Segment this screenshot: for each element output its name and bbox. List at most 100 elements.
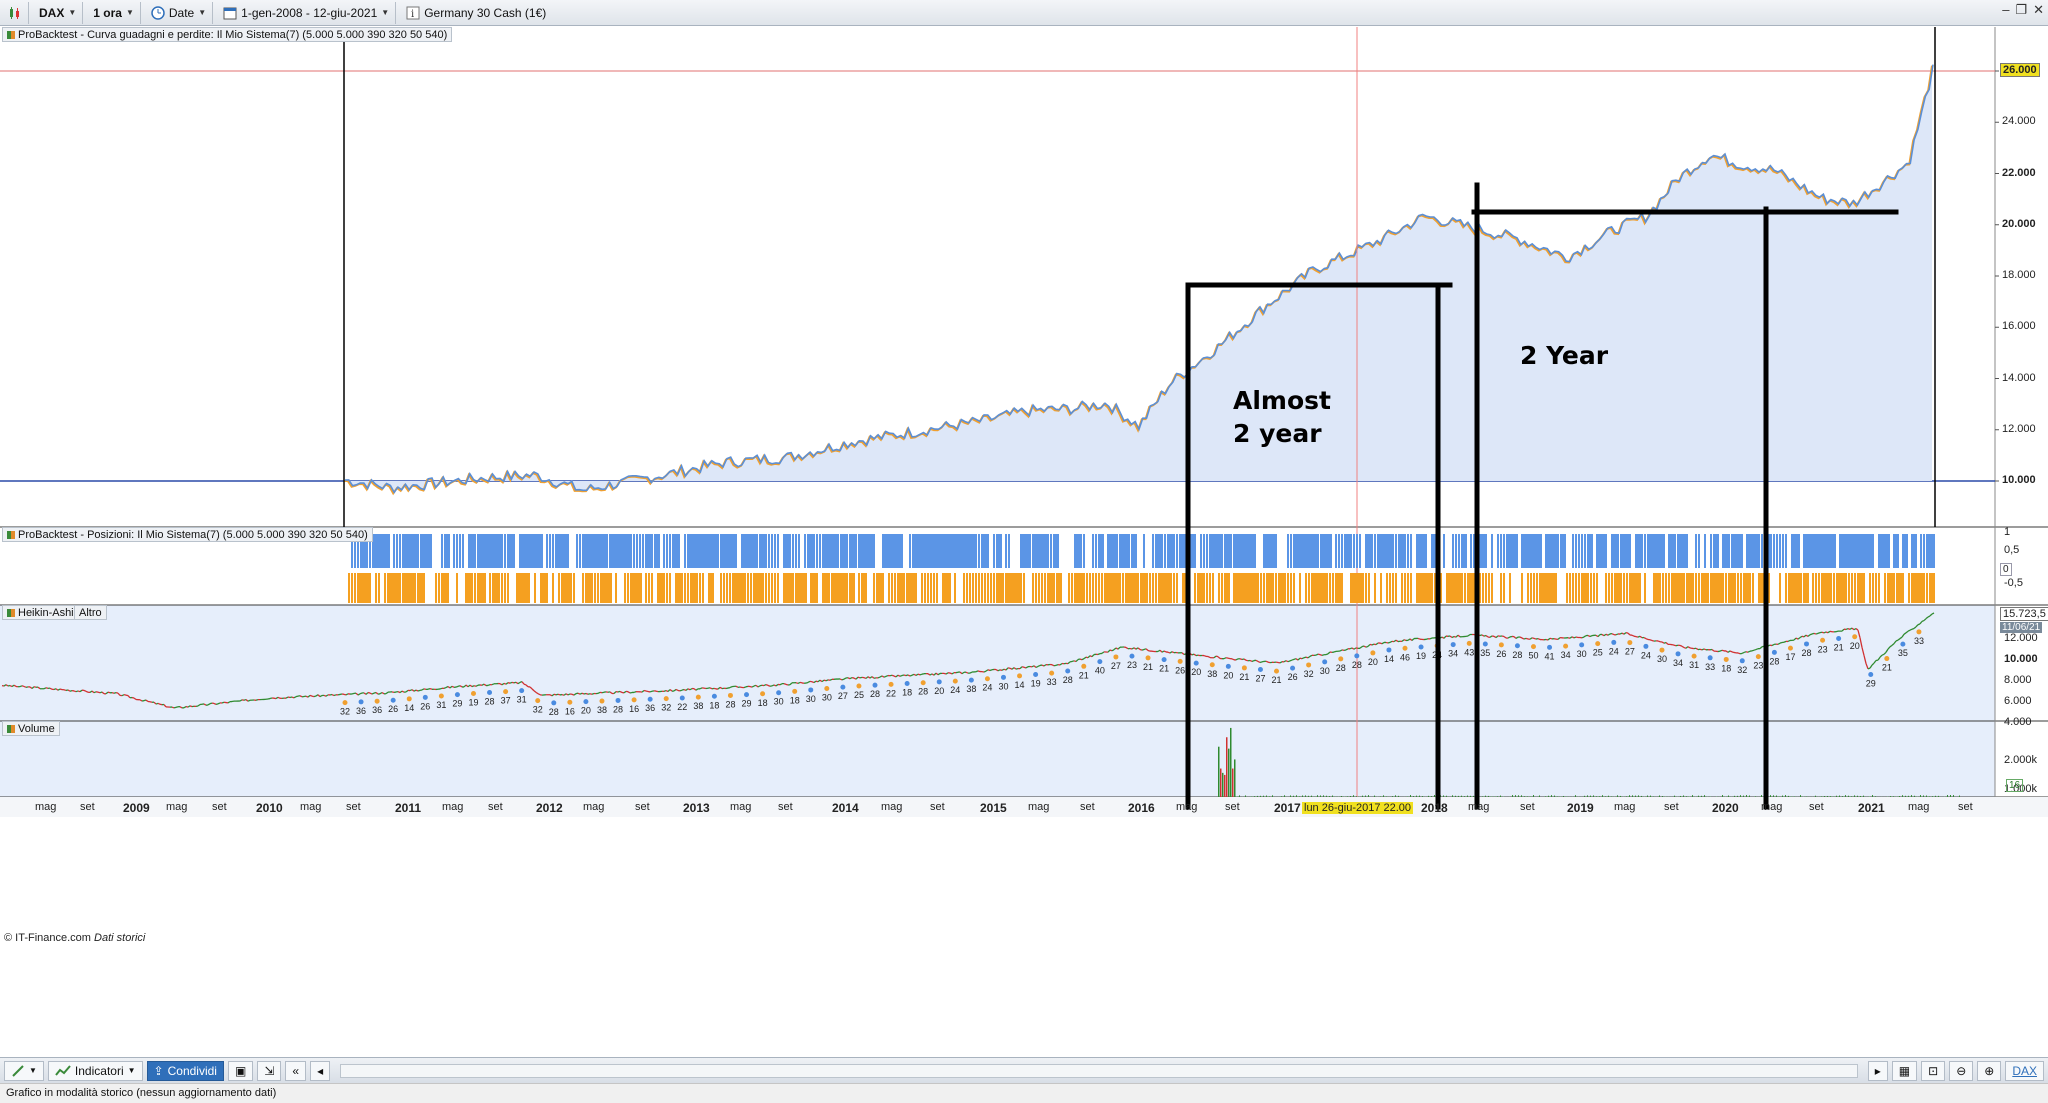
short-position-bar bbox=[1548, 573, 1550, 603]
layout-button[interactable]: ▦ bbox=[1891, 1060, 1918, 1081]
zoom-fit-button[interactable]: ⊡ bbox=[1921, 1060, 1946, 1081]
long-position-bar bbox=[441, 534, 443, 568]
short-position-bar bbox=[1257, 573, 1259, 603]
short-position-bar bbox=[699, 573, 701, 603]
heikin-more-button[interactable]: Altro bbox=[74, 605, 107, 620]
heikin-candle bbox=[1135, 647, 1139, 650]
dax-link-text: DAX bbox=[2012, 1063, 2037, 1078]
volume-bar bbox=[1302, 795, 1303, 797]
volume-bar bbox=[1851, 796, 1852, 797]
close-icon[interactable]: ✕ bbox=[2033, 2, 2044, 17]
heikin-candle bbox=[1351, 647, 1355, 650]
heikin-candle bbox=[311, 695, 315, 698]
heikin-candle bbox=[1549, 637, 1553, 640]
minimize-icon[interactable]: ‒ bbox=[2002, 2, 2010, 17]
short-position-bar bbox=[1584, 573, 1586, 603]
dax-link[interactable]: DAX bbox=[2005, 1060, 2044, 1081]
trade-count-label: 16 bbox=[565, 706, 575, 716]
drawing-tools-button[interactable]: ▼ bbox=[4, 1060, 44, 1081]
date-mode-selector[interactable]: Date ▼ bbox=[145, 1, 214, 24]
long-position-bar bbox=[846, 534, 848, 568]
heikin-candle bbox=[31, 686, 35, 690]
date-mode-label: Date bbox=[168, 5, 195, 20]
heikin-candle bbox=[319, 694, 323, 698]
indicators-button[interactable]: Indicatori ▼ bbox=[47, 1060, 143, 1081]
long-position-bar bbox=[1731, 534, 1737, 568]
trade-count-label: 19 bbox=[1031, 679, 1041, 689]
heikin-candle bbox=[571, 693, 575, 696]
heikin-candle bbox=[859, 676, 863, 679]
long-position-bar bbox=[768, 534, 770, 568]
volume-bar bbox=[1674, 795, 1675, 797]
short-position-bar bbox=[702, 573, 704, 603]
long-position-bar bbox=[1584, 534, 1586, 568]
short-position-bar bbox=[375, 573, 377, 603]
heikin-candle bbox=[1425, 638, 1429, 640]
instrument-info[interactable]: i Germany 30 Cash (1€) bbox=[400, 2, 552, 24]
short-position-bar bbox=[369, 573, 371, 603]
trade-count-label: 30 bbox=[806, 694, 816, 704]
trade-count-label: 24 bbox=[1641, 650, 1651, 660]
scroll-left-button[interactable]: ◂ bbox=[310, 1060, 331, 1081]
trade-marker bbox=[374, 698, 380, 704]
zoom-in-button[interactable]: ⊕ bbox=[1977, 1060, 2002, 1081]
time-axis-label: mag bbox=[300, 801, 322, 813]
long-position-bar bbox=[363, 534, 365, 568]
trade-marker bbox=[695, 694, 701, 700]
short-position-bar bbox=[597, 573, 599, 603]
chart-area[interactable]: 32 36 36 26 14 26 31 29 19 28 37 31 32 28 16 20 38 28 16 36… bbox=[0, 27, 2048, 1067]
heikin-candle bbox=[1141, 648, 1145, 651]
scroll-start-button[interactable]: « bbox=[285, 1060, 307, 1081]
long-position-bar bbox=[1464, 534, 1466, 568]
chevron-right-icon: ▸ bbox=[1874, 1063, 1881, 1078]
instrument-selector[interactable]: DAX ▼ bbox=[33, 1, 84, 24]
heikin-candle bbox=[997, 669, 1001, 672]
volume-bar bbox=[1284, 795, 1285, 797]
screenshot-button[interactable]: ▣ bbox=[227, 1060, 254, 1081]
short-position-bar bbox=[438, 573, 440, 603]
volume-bar bbox=[1647, 795, 1648, 797]
equity-panel-title[interactable]: ProBacktest - Curva guadagni e perdite: … bbox=[2, 27, 453, 42]
heikin-candle bbox=[1567, 637, 1571, 639]
trade-count-label: 35 bbox=[1480, 648, 1490, 658]
scroll-right-button[interactable]: ▸ bbox=[1867, 1060, 1888, 1081]
heikin-candle bbox=[473, 685, 477, 687]
trade-marker bbox=[679, 695, 685, 701]
heikin-candle bbox=[173, 706, 177, 709]
positions-panel-title[interactable]: ProBacktest - Posizioni: Il Mio Sistema(… bbox=[2, 527, 373, 542]
heikin-candle bbox=[1807, 634, 1811, 637]
trade-count-label: 46 bbox=[1400, 652, 1410, 662]
short-position-bar bbox=[528, 573, 530, 603]
short-position-bar bbox=[1176, 573, 1178, 603]
export-button[interactable]: ⇲ bbox=[257, 1060, 282, 1081]
heikin-panel-title[interactable]: Heikin-Ashi bbox=[2, 605, 79, 620]
restore-icon[interactable]: ❐ bbox=[2015, 2, 2028, 17]
heikin-candle bbox=[443, 686, 447, 690]
timeframe-selector[interactable]: 1 ora ▼ bbox=[87, 1, 141, 24]
trade-marker bbox=[1161, 657, 1167, 663]
time-scrollbar[interactable] bbox=[340, 1063, 1858, 1078]
volume-bar bbox=[1228, 748, 1230, 797]
heikin-candle bbox=[927, 673, 931, 676]
long-position-bar bbox=[1041, 534, 1047, 568]
heikin-candle bbox=[1315, 653, 1319, 656]
indicators-label: Indicatori bbox=[74, 1063, 124, 1078]
long-position-bar bbox=[1455, 534, 1457, 568]
zoom-out-button[interactable]: ⊖ bbox=[1949, 1060, 1974, 1081]
chart-type-selector[interactable] bbox=[2, 1, 29, 24]
annotation-left-line2: 2 year bbox=[1233, 419, 1322, 448]
long-position-bar bbox=[1509, 534, 1511, 568]
date-range-label: 1-gen-2008 - 12-giu-2021 bbox=[241, 5, 378, 20]
short-position-bar bbox=[1305, 573, 1307, 603]
date-range-selector[interactable]: 1-gen-2008 - 12-giu-2021 ▼ bbox=[217, 1, 397, 24]
short-position-bar bbox=[1050, 573, 1052, 603]
trade-marker bbox=[1113, 654, 1119, 660]
share-button[interactable]: ⇪ Condividi bbox=[146, 1060, 224, 1081]
trade-count-label: 21 bbox=[1143, 662, 1153, 672]
time-axis-label: set bbox=[635, 801, 650, 813]
volume-panel-title[interactable]: Volume bbox=[2, 721, 60, 736]
heikin-candle bbox=[391, 691, 395, 693]
long-position-bar bbox=[1347, 534, 1349, 568]
heikin-candle bbox=[1581, 636, 1585, 639]
